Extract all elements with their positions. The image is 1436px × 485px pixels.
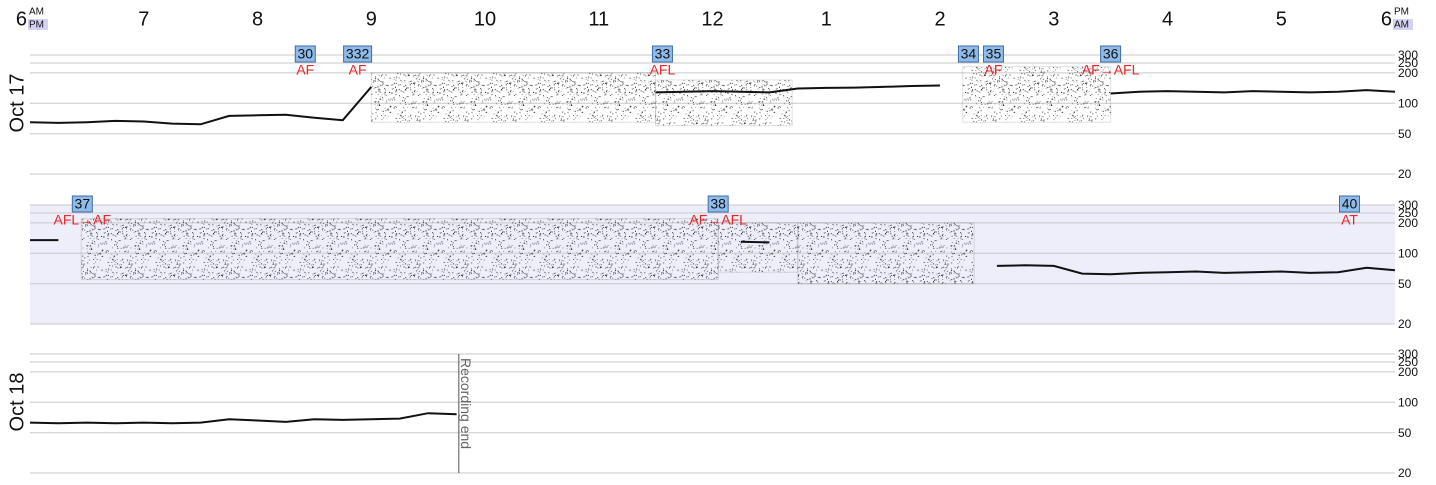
hour-label: 8	[252, 8, 263, 30]
event-label: AT	[1341, 212, 1358, 228]
ampm-top: PM	[1394, 7, 1409, 18]
event-badge	[1100, 45, 1122, 63]
recording-end-label: Recording end	[458, 358, 474, 449]
event-number: 40	[1342, 196, 1358, 212]
ampm-highlight	[1393, 19, 1413, 30]
hour-label: 10	[474, 8, 496, 30]
y-tick-label: 50	[1398, 277, 1412, 291]
ampm-highlight	[28, 19, 48, 30]
event-badge	[957, 45, 979, 63]
event-badge	[1339, 195, 1360, 213]
hour-label: 9	[366, 8, 377, 30]
y-tick-label: 100	[1398, 96, 1418, 110]
y-tick-label: 300	[1398, 198, 1418, 212]
event-number: 33	[655, 46, 671, 62]
row-background	[30, 354, 1395, 473]
event-label: AF	[985, 62, 1003, 78]
heart-rate-line	[30, 239, 1396, 276]
event-label: AF	[349, 62, 367, 78]
heart-rate-line	[29, 412, 457, 425]
y-tick-label: 50	[1398, 426, 1412, 440]
hour-label: 6	[1381, 8, 1392, 30]
y-tick-label: 100	[1398, 246, 1418, 260]
event-number: 37	[75, 196, 91, 212]
ampm-bottom: AM	[1394, 20, 1409, 31]
y-tick-label: 20	[1398, 167, 1412, 181]
y-tick-label: 300	[1398, 347, 1418, 361]
y-tick-label: 300	[1398, 48, 1418, 62]
hour-label: 12	[701, 8, 723, 30]
heart-rate-line	[29, 84, 1396, 126]
hour-label: 1	[821, 8, 832, 30]
ampm-bottom: PM	[29, 20, 44, 31]
event-badge	[343, 45, 373, 63]
hour-label: 5	[1276, 8, 1287, 30]
y-tick-label: 50	[1398, 127, 1412, 141]
y-tick-label: 250	[1398, 355, 1418, 369]
event-badge	[707, 195, 729, 213]
rate-scatter-band	[370, 72, 657, 123]
event-label: AFL	[650, 62, 676, 78]
event-label: AF	[296, 62, 314, 78]
event-number: 34	[961, 46, 977, 62]
y-tick-label: 200	[1398, 216, 1418, 230]
y-tick-label: 200	[1398, 365, 1418, 379]
rate-scatter-band	[797, 222, 975, 285]
row-label: Oct 18	[6, 373, 28, 432]
y-tick-label: 20	[1398, 466, 1412, 480]
hour-label: 4	[1162, 8, 1173, 30]
event-number: 38	[710, 196, 726, 212]
rate-scatter-band	[962, 66, 1112, 123]
event-badge	[982, 45, 1004, 63]
rate-scatter-band	[655, 79, 793, 127]
y-tick-label: 200	[1398, 66, 1418, 80]
event-number: 36	[1103, 46, 1119, 62]
event-number: 332	[346, 46, 370, 62]
event-label: AF→AFL	[689, 212, 747, 228]
ampm-top: AM	[29, 7, 44, 18]
event-label: AF→AFL	[1082, 62, 1140, 78]
y-tick-label: 20	[1398, 317, 1412, 331]
rate-scatter-band	[717, 222, 799, 273]
y-tick-label: 250	[1398, 56, 1418, 70]
hour-label: 2	[934, 8, 945, 30]
event-badge	[294, 45, 316, 63]
event-badge	[651, 45, 673, 63]
event-badge	[71, 195, 93, 213]
rate-scatter-band	[80, 218, 719, 281]
y-tick-label: 250	[1398, 206, 1418, 220]
event-number: 30	[297, 46, 313, 62]
event-label: AFL→AF	[54, 212, 112, 228]
y-tick-label: 100	[1398, 395, 1418, 409]
hour-label: 11	[588, 8, 609, 30]
hour-label: 6	[16, 8, 27, 30]
hour-label: 3	[1048, 8, 1059, 30]
hour-label: 7	[138, 8, 149, 30]
event-number: 35	[986, 46, 1002, 62]
row-label: Oct 17	[6, 74, 28, 133]
